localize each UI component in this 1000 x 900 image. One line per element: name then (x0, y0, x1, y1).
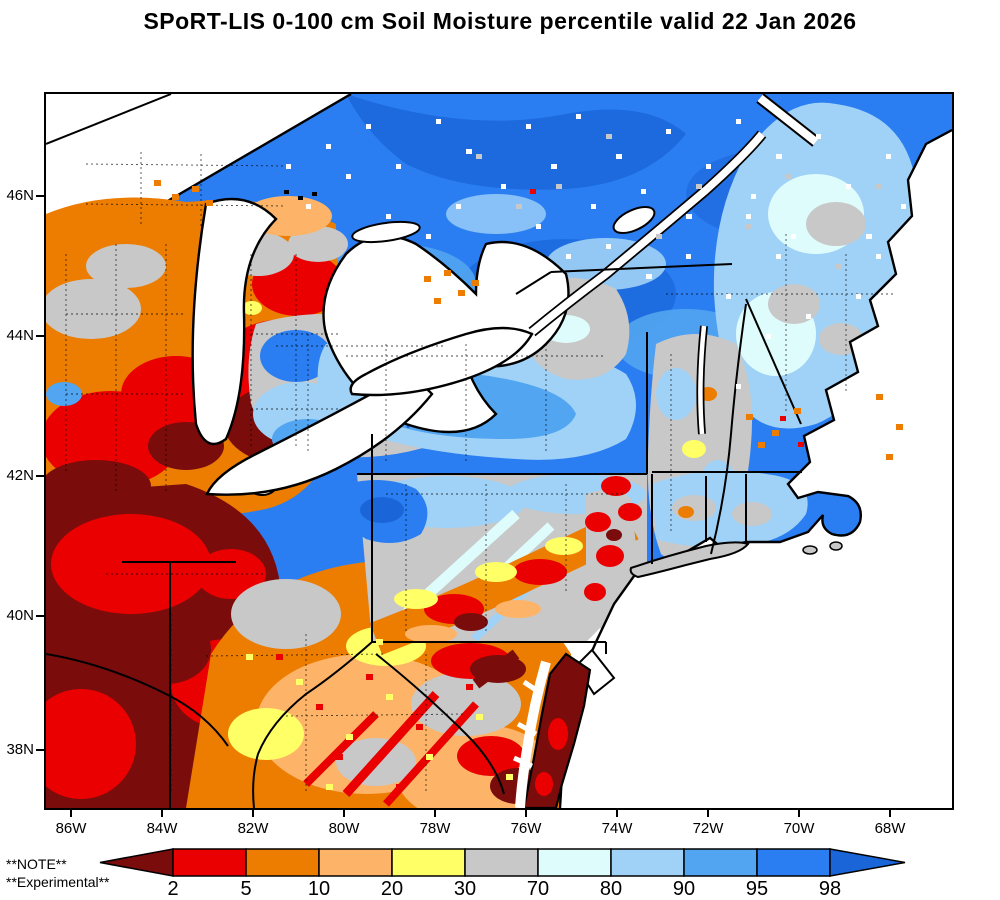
lat-tick-mark (36, 195, 44, 197)
lon-tick-label: 80W (328, 820, 360, 837)
colorbar-segment (464, 848, 539, 877)
colorbar-label: 10 (307, 878, 331, 900)
colorbar-label: 20 (380, 878, 404, 900)
lat-tick-label: 38N (6, 741, 34, 758)
lon-tick-label: 68W (874, 820, 906, 837)
colorbar-label: 98 (818, 878, 842, 900)
lon-tick-label: 74W (601, 820, 633, 837)
soil-moisture-map (46, 94, 952, 808)
lat-tick-label: 46N (6, 187, 34, 204)
lon-tick-label: 72W (692, 820, 724, 837)
colorbar-label: 2 (167, 878, 179, 900)
lat-tick-mark (36, 475, 44, 477)
note-text: **NOTE** (6, 856, 67, 872)
colorbar (92, 845, 912, 881)
lon-tick-label: 84W (146, 820, 178, 837)
lon-tick-label: 86W (55, 820, 87, 837)
lon-tick-label: 78W (419, 820, 451, 837)
lon-tick-mark (70, 810, 72, 817)
colorbar-segment (683, 848, 758, 877)
lon-tick-mark (252, 810, 254, 817)
colorbar-arrow-high (829, 848, 906, 877)
lon-tick-mark (161, 810, 163, 817)
lat-tick-mark (36, 335, 44, 337)
colorbar-segment (391, 848, 466, 877)
colorbar-label: 95 (745, 878, 769, 900)
lat-tick-label: 40N (6, 607, 34, 624)
map-frame (44, 92, 954, 810)
experimental-text: **Experimental** (6, 874, 110, 890)
colorbar-label: 70 (526, 878, 550, 900)
colorbar-label: 80 (599, 878, 623, 900)
lon-tick-mark (343, 810, 345, 817)
lon-tick-mark (434, 810, 436, 817)
colorbar-scale (99, 848, 906, 877)
page-title: SPoRT-LIS 0-100 cm Soil Moisture percent… (143, 8, 857, 34)
lon-tick-mark (616, 810, 618, 817)
lat-tick-mark (36, 615, 44, 617)
lon-tick-label: 76W (510, 820, 542, 837)
lat-tick-label: 44N (6, 327, 34, 344)
colorbar-segment (172, 848, 247, 877)
colorbar-segment (318, 848, 393, 877)
lon-tick-mark (707, 810, 709, 817)
colorbar-segment (537, 848, 612, 877)
lat-tick-mark (36, 749, 44, 751)
lon-tick-label: 82W (237, 820, 269, 837)
lon-tick-label: 70W (783, 820, 815, 837)
colorbar-segment (245, 848, 320, 877)
colorbar-segment (610, 848, 685, 877)
colorbar-label: 90 (672, 878, 696, 900)
lon-tick-mark (798, 810, 800, 817)
colorbar-label: 5 (240, 878, 252, 900)
lat-tick-label: 42N (6, 467, 34, 484)
lon-tick-mark (525, 810, 527, 817)
colorbar-segment (756, 848, 831, 877)
colorbar-arrow-low (99, 848, 174, 877)
colorbar-label: 30 (453, 878, 477, 900)
lon-tick-mark (889, 810, 891, 817)
